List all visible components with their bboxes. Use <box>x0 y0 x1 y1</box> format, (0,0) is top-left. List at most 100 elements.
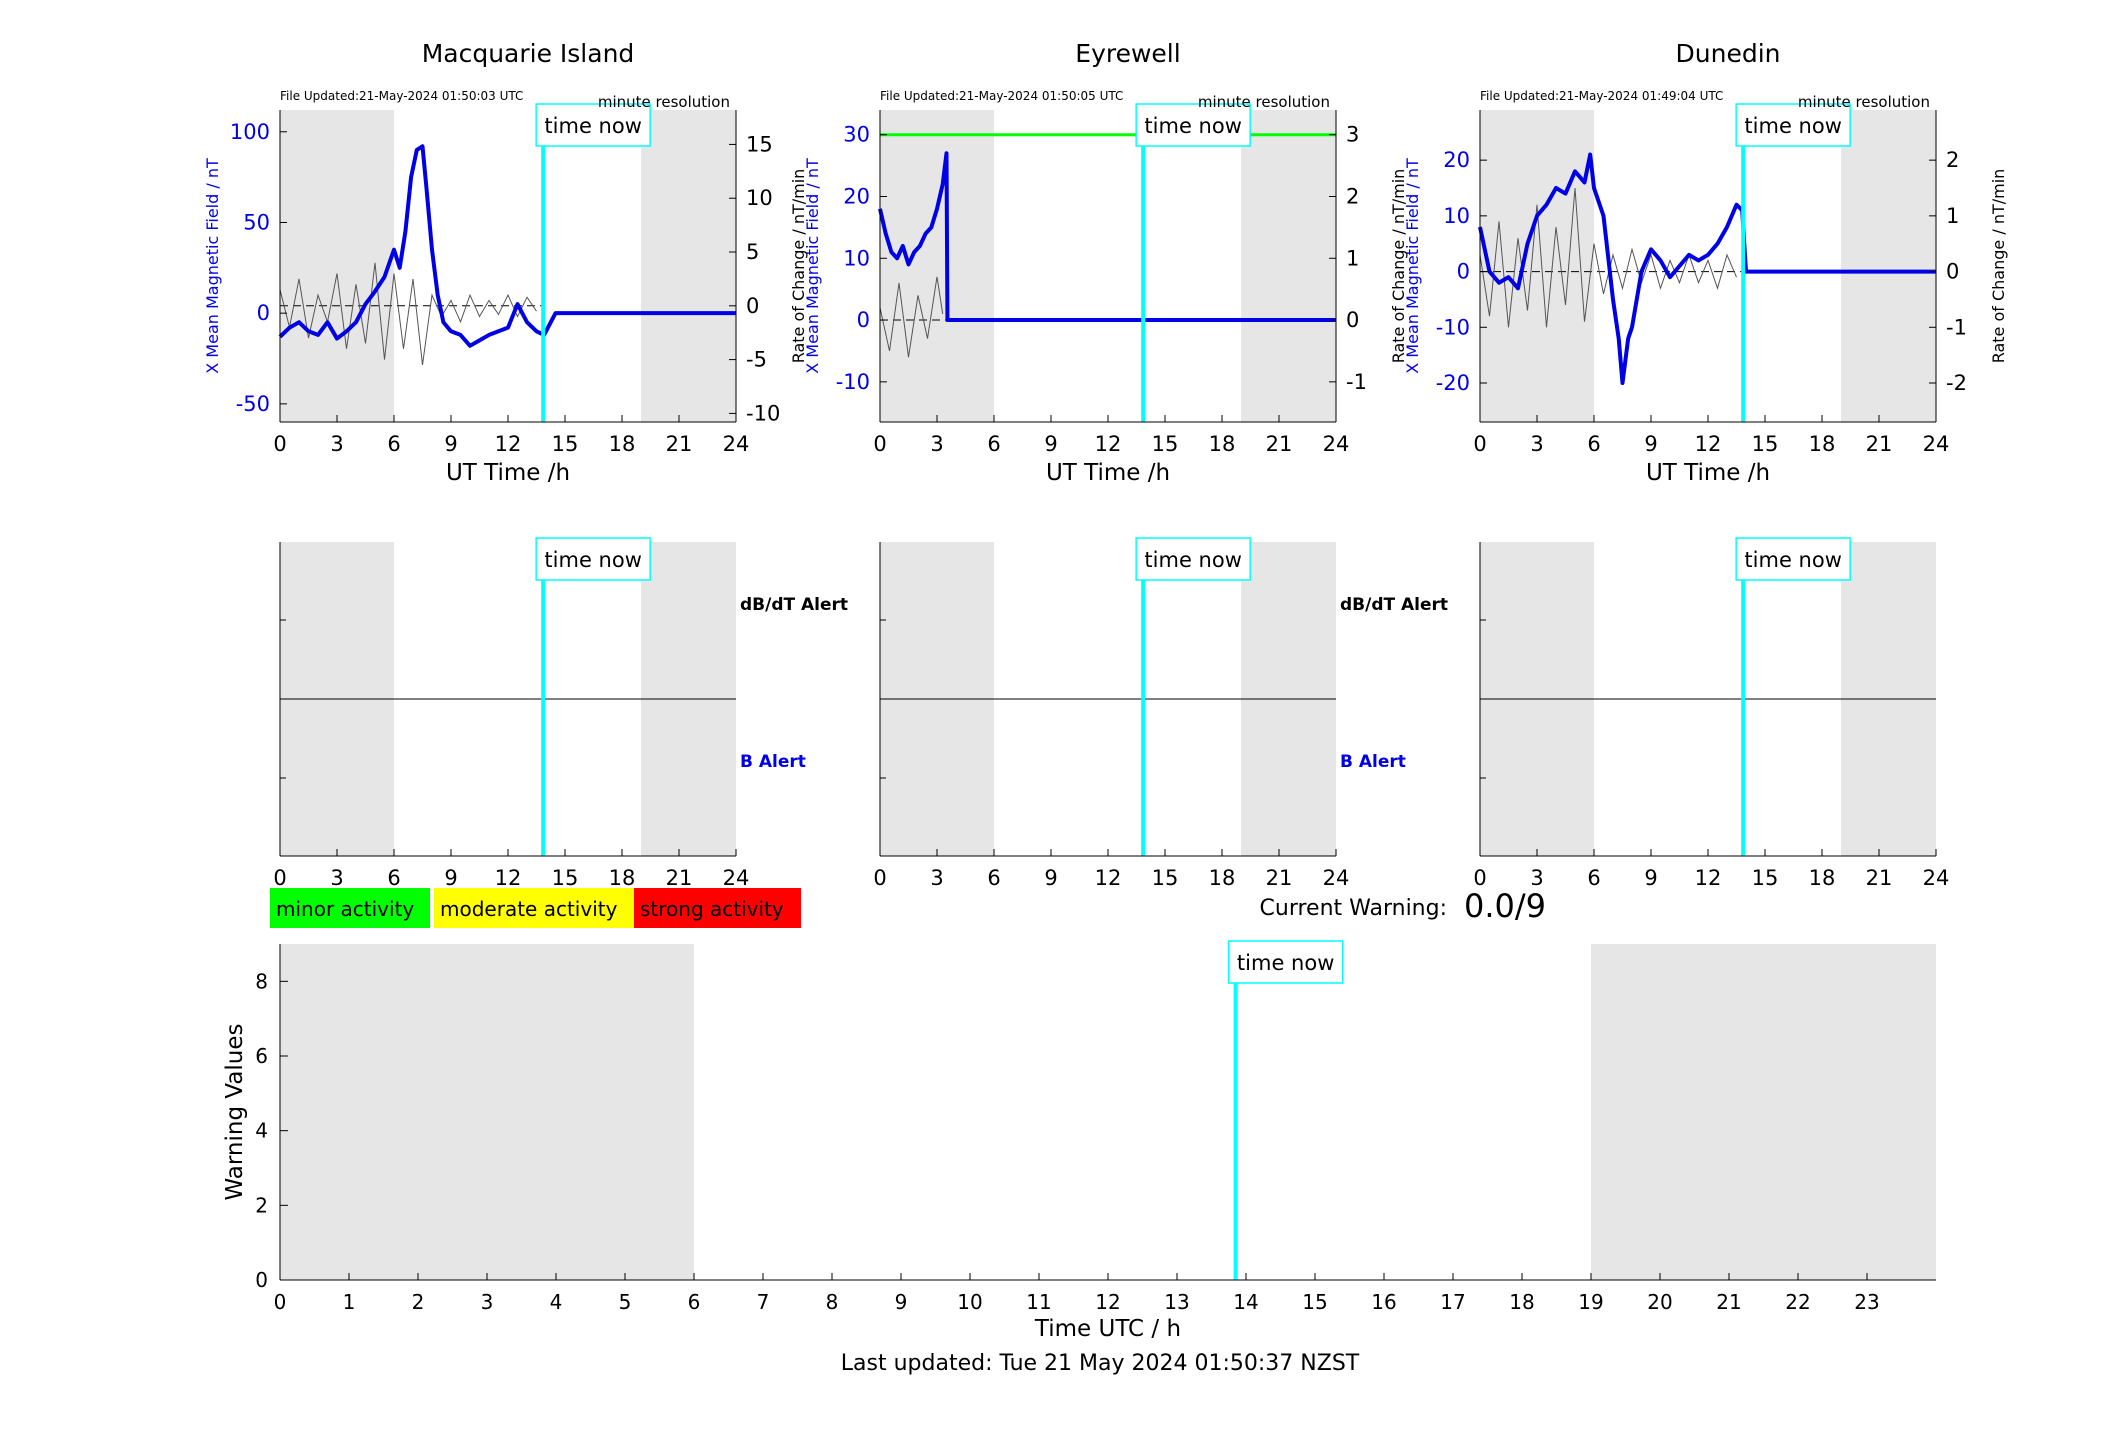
x-tick-label-w-12: 12 <box>1095 1290 1120 1314</box>
w-y-tick-label-6: 6 <box>255 1044 268 1068</box>
x-tick-label-2-0: 0 <box>1473 432 1486 456</box>
night-shade-2-0 <box>1480 110 1594 422</box>
x-tick-label-w-21: 21 <box>1716 1290 1741 1314</box>
time-now-box-w <box>1227 940 1344 984</box>
time-now-label-1: time now <box>1144 114 1241 138</box>
legend-swatch-1 <box>434 888 634 928</box>
x-tick-label-0-18: 18 <box>609 432 636 456</box>
x-tick-label-1-3: 3 <box>930 432 943 456</box>
alert-panel-1: time now 0 3 6 9 12 15 18 21 24 dB/dT Alert B Alert <box>273 537 848 890</box>
minute-resolution-1: minute resolution <box>1198 93 1330 111</box>
dbdt-alert-label-1: dB/dT Alert <box>1340 595 1448 615</box>
x-tick-label-2-18: 18 <box>1809 432 1836 456</box>
legend-swatch-2 <box>634 888 801 928</box>
x-tick-label-w-14: 14 <box>1233 1290 1258 1314</box>
y2-tick-label-0-15: 15 <box>746 132 773 156</box>
y2-tick-label-0--10: -10 <box>746 401 780 425</box>
warning-y-axis-label: Warning Values <box>222 1023 248 1200</box>
y2-tick-label-2--1: -1 <box>1946 315 1967 339</box>
y2-tick-label-1-2: 2 <box>1346 184 1359 208</box>
y-tick-label-1-10: 10 <box>843 246 870 270</box>
x-tick-label-0-21: 21 <box>666 432 693 456</box>
panel-title-2: Dunedin <box>1676 39 1781 68</box>
x-tick-label-2-3: 3 <box>1530 432 1543 456</box>
activity-legend: minor activity moderate activity strong ac… <box>270 888 801 928</box>
x-tick-label-a0-0: 0 <box>273 866 286 890</box>
field-series-1 <box>878 151 1336 323</box>
y-tick-label-1--10: -10 <box>836 370 870 394</box>
y-axis-label-1: X Mean Magnetic Field / nT <box>803 158 822 374</box>
x-tick-label-a0-6: 6 <box>387 866 400 890</box>
x-tick-label-w-3: 3 <box>481 1290 494 1314</box>
field-series-2 <box>1478 152 1936 385</box>
x-tick-label-w-1: 1 <box>343 1290 356 1314</box>
current-warning-label: Current Warning: <box>1260 896 1447 921</box>
x-tick-label-a1-15: 15 <box>1152 866 1179 890</box>
x-tick-label-a1-9: 9 <box>1044 866 1057 890</box>
time-now-box-a0 <box>535 537 651 581</box>
x-tick-label-w-20: 20 <box>1647 1290 1672 1314</box>
rate-series-1 <box>879 276 944 358</box>
x-tick-label-a2-0: 0 <box>1473 866 1486 890</box>
x-tick-label-1-18: 18 <box>1209 432 1236 456</box>
x-tick-label-0-6: 6 <box>387 432 400 456</box>
time-now-label-a0: time now <box>544 548 641 572</box>
x-tick-label-w-19: 19 <box>1578 1290 1603 1314</box>
y2-axis-label-1: Rate of Change / nT/min <box>1389 169 1408 364</box>
y2-tick-label-0--5: -5 <box>746 348 767 372</box>
x-tick-label-a2-21: 21 <box>1866 866 1893 890</box>
x-tick-label-a1-21: 21 <box>1266 866 1293 890</box>
x-tick-label-2-21: 21 <box>1866 432 1893 456</box>
x-tick-label-w-15: 15 <box>1302 1290 1327 1314</box>
x-tick-label-w-10: 10 <box>957 1290 982 1314</box>
x-tick-label-a0-3: 3 <box>330 866 343 890</box>
x-tick-label-a1-12: 12 <box>1095 866 1122 890</box>
y2-tick-label-1-3: 3 <box>1346 123 1359 147</box>
night-shade-w-0 <box>280 944 694 1280</box>
x-tick-label-0-0: 0 <box>273 432 286 456</box>
y-tick-label-2-0: 0 <box>1457 260 1470 284</box>
x-tick-label-1-21: 21 <box>1266 432 1293 456</box>
x-tick-label-0-12: 12 <box>495 432 522 456</box>
panel-title-1: Eyrewell <box>1075 39 1180 68</box>
file-updated-0: File Updated:21-May-2024 01:50:03 UTC <box>280 89 523 103</box>
legend-label-1: moderate activity <box>440 897 618 921</box>
x-tick-label-w-9: 9 <box>895 1290 908 1314</box>
time-now-label-a1: time now <box>1144 548 1241 572</box>
x-tick-label-a1-0: 0 <box>873 866 886 890</box>
x-tick-label-1-12: 12 <box>1095 432 1122 456</box>
legend-label-2: strong activity <box>640 897 784 921</box>
y-tick-label-0-50: 50 <box>243 210 270 234</box>
w-y-tick-label-0: 0 <box>255 1268 268 1292</box>
y2-tick-label-2--2: -2 <box>1946 371 1967 395</box>
x-tick-label-w-16: 16 <box>1371 1290 1396 1314</box>
night-shade-1-0 <box>880 110 994 422</box>
file-updated-1: File Updated:21-May-2024 01:50:05 UTC <box>880 89 1123 103</box>
x-tick-label-a0-18: 18 <box>609 866 636 890</box>
x-tick-label-2-24: 24 <box>1923 432 1950 456</box>
y-tick-label-0-100: 100 <box>230 120 270 144</box>
b-alert-label-0: B Alert <box>740 752 806 772</box>
x-tick-label-2-9: 9 <box>1644 432 1657 456</box>
y2-tick-label-2-1: 1 <box>1946 204 1959 228</box>
x-tick-label-w-22: 22 <box>1785 1290 1810 1314</box>
y2-tick-label-1-0: 0 <box>1346 308 1359 332</box>
x-tick-label-a0-15: 15 <box>552 866 579 890</box>
x-axis-label-2: UT Time /h <box>1646 460 1770 486</box>
x-tick-label-0-24: 24 <box>723 432 750 456</box>
time-now-box-2 <box>1735 103 1851 147</box>
x-tick-label-a2-12: 12 <box>1695 866 1722 890</box>
y2-tick-label-0-0: 0 <box>746 294 759 318</box>
w-y-tick-label-2: 2 <box>255 1193 268 1217</box>
alert-panel-3: time now 0 3 6 9 12 15 18 21 24 <box>1473 537 1949 890</box>
y2-tick-label-1--1: -1 <box>1346 370 1367 394</box>
x-tick-label-a2-9: 9 <box>1644 866 1657 890</box>
x-tick-label-a0-21: 21 <box>666 866 693 890</box>
x-tick-label-w-17: 17 <box>1440 1290 1465 1314</box>
y-tick-label-1-0: 0 <box>857 308 870 332</box>
time-now-label-w: time now <box>1237 951 1334 975</box>
legend-label-0: minor activity <box>276 897 414 921</box>
x-tick-label-w-13: 13 <box>1164 1290 1189 1314</box>
